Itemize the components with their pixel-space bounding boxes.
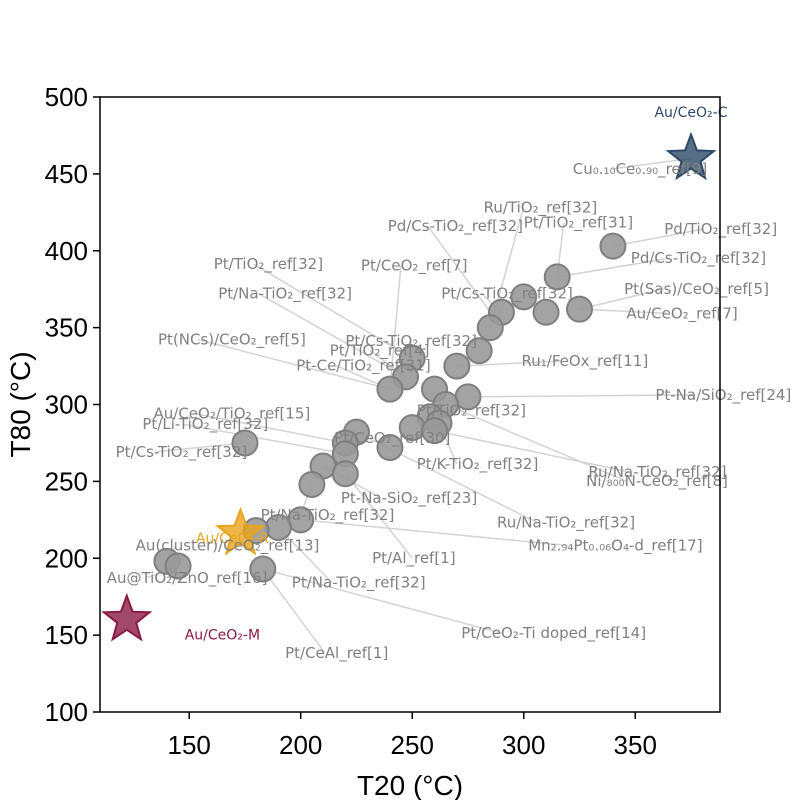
leader-line	[467, 394, 696, 398]
leader-line	[456, 360, 562, 367]
point-label: Pt/Cs-TiO₂_ref[32]	[116, 443, 248, 462]
leader-line	[262, 568, 326, 654]
point-label: Pt/K-TiO₂_ref[32]	[417, 455, 539, 474]
point-label: Au(cluster)/CeO₂_ref[13]	[136, 537, 320, 556]
leader-line	[300, 519, 569, 547]
star-markers: Au/CeO₂-C Au/CeO₂-R Au/CeO₂-M	[101, 105, 728, 644]
x-tick-label: 200	[279, 730, 322, 760]
point-label: Pt-Ce/TiO₂_ref[31]	[296, 357, 430, 376]
y-tick-label: 500	[45, 82, 88, 112]
data-point	[376, 375, 404, 403]
point-label: Pt/TiO₂_ref[32]	[417, 401, 526, 420]
point-label: Ru/Na-TiO₂_ref[32]	[588, 463, 726, 482]
data-point	[164, 552, 192, 580]
data-point	[376, 434, 404, 462]
data-point	[465, 337, 493, 365]
point-label: Pt/Al_ref[1]	[372, 549, 456, 568]
point-label: Pt/Cs-TiO₂_ref[32]	[345, 332, 477, 351]
point-label: Pt/Na-TiO₂_ref[32]	[261, 506, 395, 525]
x-axis-label: T20 (°C)	[357, 770, 463, 800]
point-label: Pd/Cs-TiO₂_ref[32]	[631, 249, 766, 268]
star-marker	[214, 506, 267, 556]
point-label: Pt/Na-TiO₂_ref[32]	[218, 284, 352, 303]
point-label: Ni/₈₀₀N-CeO₂_ref[8]	[586, 472, 728, 491]
point-label: Pt/CeO₂-Ti doped_ref[14]	[461, 624, 646, 643]
data-point	[331, 460, 359, 488]
y-tick-label: 150	[45, 620, 88, 650]
leader-line	[344, 473, 413, 559]
data-point	[231, 429, 259, 457]
data-point	[249, 555, 277, 583]
y-tick-label: 300	[45, 390, 88, 420]
y-tick-label: 250	[45, 466, 88, 496]
point-label: Pt(NCs)/CeO₂_ref[5]	[158, 331, 306, 350]
point-label: Pt-Na/SiO₂_ref[24]	[655, 386, 791, 405]
leader-line	[579, 308, 667, 315]
leader-line	[612, 157, 692, 170]
point-label: Pt/CeO₂_ref[30]	[334, 429, 450, 448]
data-point	[565, 295, 593, 323]
leader-line	[253, 263, 413, 360]
point-label: Au@TiO₂/ZnO_ref[16]	[107, 569, 268, 588]
data-point	[443, 352, 471, 380]
x-tick-label: 250	[391, 730, 434, 760]
point-label: Pt/Cs-TiO₂_ref[32]	[441, 284, 573, 303]
leader-line	[579, 288, 665, 310]
point-label: Pt/TiO₂_ref[31]	[524, 214, 633, 233]
y-axis-label: T80 (°C)	[5, 351, 36, 457]
point-label: Ru₁/FeOx_ref[11]	[522, 352, 649, 371]
star-marker	[665, 131, 717, 181]
x-tick-label: 150	[168, 730, 211, 760]
point-label: Pt/TiO₂_ref[32]	[214, 255, 323, 274]
leader-line	[182, 423, 346, 455]
leader-line	[193, 412, 346, 444]
point-label: Pt-Na-SiO₂_ref[23]	[341, 489, 477, 508]
data-point	[599, 232, 627, 260]
star-marker	[101, 592, 153, 642]
point-label: Ru/Na-TiO₂_ref[32]	[497, 514, 635, 533]
y-axis-ticks: 100 150 200 250 300 350 400 450 500	[45, 82, 100, 727]
y-tick-label: 350	[45, 313, 88, 343]
point-label: Au/CeO₂/TiO₂_ref[15]	[154, 404, 311, 423]
y-tick-label: 200	[45, 543, 88, 573]
star-label: Au/CeO₂-C	[654, 105, 727, 121]
star-label: Au/CeO₂-M	[185, 628, 260, 644]
leader-line	[257, 292, 406, 378]
point-label: Ru/TiO₂_ref[32]	[484, 198, 598, 217]
point-label: Pt/TiO₂_ref[4]	[330, 341, 430, 360]
data-point	[476, 314, 504, 342]
leader-line	[197, 338, 391, 390]
x-axis-ticks: 150 200 250 300 350	[168, 712, 657, 760]
point-label: Pt/CeAl_ref[1]	[285, 644, 388, 663]
point-label: Pt/Na-TiO₂_ref[32]	[292, 573, 426, 592]
y-tick-label: 400	[45, 236, 88, 266]
leader-line	[557, 257, 671, 278]
star-label: Au/CeO₂-R	[196, 531, 269, 547]
point-label: Au/CeO₂_ref[7]	[626, 304, 737, 323]
point-label: Mn₂.₉₄Pt₀.₀₆O₄-d_ref[17]	[528, 537, 702, 556]
leader-line	[434, 429, 629, 473]
x-tick-label: 350	[614, 730, 657, 760]
leader-line	[262, 568, 502, 634]
data-point	[510, 283, 538, 311]
point-label: Pt(Sas)/CeO₂_ref[5]	[624, 280, 769, 299]
data-point	[298, 470, 326, 498]
data-point	[543, 263, 571, 291]
leader-line	[427, 225, 491, 313]
point-label: Pt/Li-TiO₂_ref[32]	[142, 415, 268, 434]
y-tick-label: 450	[45, 159, 88, 189]
x-tick-label: 300	[502, 730, 545, 760]
y-tick-label: 100	[45, 697, 88, 727]
point-labels: Cu₀.₁₀Ce₀.₉₀_ref[9]Ru/TiO₂_ref[32]Pd/Cs-…	[107, 160, 792, 663]
data-point	[421, 417, 449, 445]
leader-lines	[146, 157, 705, 654]
leader-line	[155, 442, 246, 453]
point-label: Cu₀.₁₀Ce₀.₉₀_ref[9]	[573, 160, 707, 179]
leader-line	[445, 403, 627, 482]
point-label: Pt/CeO₂_ref[7]	[361, 257, 468, 276]
data-point	[532, 298, 560, 326]
leader-line	[612, 228, 705, 247]
point-label: Pd/Cs-TiO₂_ref[32]	[388, 217, 523, 236]
